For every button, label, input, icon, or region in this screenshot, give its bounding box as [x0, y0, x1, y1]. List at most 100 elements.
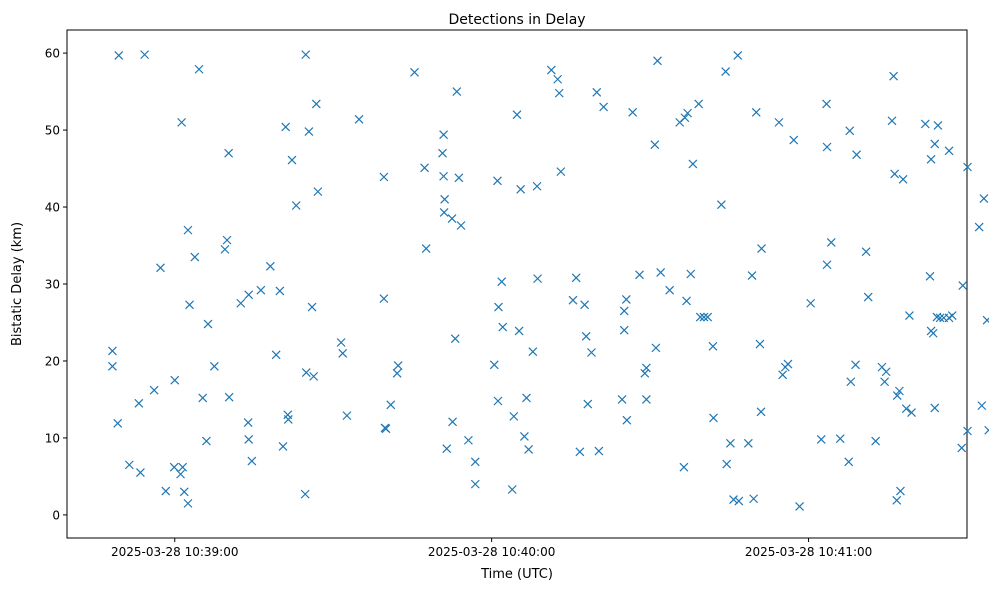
data-point: [863, 292, 873, 302]
data-point: [107, 361, 117, 371]
data-point: [107, 346, 117, 356]
data-point: [497, 277, 507, 287]
data-point: [709, 413, 718, 423]
data-point: [247, 456, 257, 466]
data-point: [905, 311, 914, 320]
data-point: [278, 441, 288, 451]
data-point: [454, 173, 464, 183]
data-point: [202, 436, 211, 446]
data-point: [789, 135, 799, 145]
data-point: [722, 459, 732, 469]
data-point: [686, 269, 696, 279]
data-point: [291, 201, 301, 210]
data-point: [338, 348, 348, 358]
data-point: [926, 154, 936, 164]
data-point: [958, 281, 968, 290]
data-point: [957, 443, 967, 453]
data-point: [835, 434, 845, 444]
data-point: [440, 194, 450, 204]
data-point: [244, 435, 254, 444]
data-point: [300, 489, 310, 499]
data-point: [307, 302, 317, 312]
data-point: [161, 486, 171, 496]
data-point: [725, 438, 735, 448]
data-point: [244, 290, 254, 300]
data-point: [619, 306, 629, 316]
data-point: [301, 368, 311, 377]
data-point: [185, 300, 194, 310]
x-tick-label: 2025-03-28 10:39:00: [111, 545, 238, 559]
data-point: [438, 148, 447, 158]
data-point: [894, 386, 904, 396]
data-point: [450, 334, 460, 344]
data-point: [861, 247, 871, 257]
data-point: [342, 411, 352, 421]
data-point: [183, 225, 193, 235]
data-point: [928, 328, 938, 338]
data-point: [890, 169, 900, 179]
data-point: [708, 341, 718, 351]
data-point: [498, 322, 508, 332]
data-point: [640, 368, 650, 378]
data-point: [887, 116, 897, 126]
data-point: [896, 486, 905, 496]
data-point: [822, 99, 831, 109]
data-point: [635, 270, 644, 280]
data-point: [275, 286, 285, 296]
data-point: [679, 462, 689, 472]
data-point: [494, 302, 503, 312]
data-point: [822, 260, 832, 270]
data-point: [734, 496, 744, 506]
data-point: [236, 298, 246, 308]
data-point: [522, 393, 531, 403]
data-point: [265, 261, 275, 271]
data-point: [509, 411, 519, 421]
data-point: [134, 398, 144, 408]
data-point: [974, 222, 984, 232]
data-point: [379, 294, 389, 304]
data-point: [177, 117, 187, 127]
data-point: [176, 469, 185, 479]
data-point: [930, 403, 940, 413]
data-point: [140, 50, 150, 60]
data-point: [907, 408, 916, 417]
data-point: [757, 244, 766, 254]
data-point: [621, 294, 631, 304]
data-point: [528, 347, 538, 357]
data-point: [806, 298, 816, 308]
data-point: [114, 50, 124, 60]
data-point: [892, 391, 902, 401]
data-point: [925, 271, 935, 281]
data-point: [514, 326, 524, 336]
data-point: [170, 375, 180, 385]
data-point: [470, 457, 480, 467]
data-point: [149, 385, 159, 395]
data-point: [944, 146, 954, 156]
data-point: [795, 502, 804, 511]
data-point: [979, 194, 989, 203]
data-point: [721, 67, 731, 76]
data-point: [556, 167, 566, 177]
data-point: [203, 319, 213, 329]
data-point: [963, 162, 972, 172]
data-point: [826, 238, 836, 247]
data-point: [568, 295, 578, 305]
data-point: [880, 377, 890, 387]
data-point: [311, 99, 321, 109]
data-point: [683, 108, 693, 118]
data-point: [287, 155, 297, 165]
data-point: [571, 273, 581, 283]
data-point: [774, 117, 784, 127]
data-point: [410, 67, 419, 77]
data-point: [309, 371, 319, 381]
data-point: [575, 447, 585, 457]
data-point: [963, 426, 972, 436]
data-point: [379, 172, 389, 182]
y-tick-label: 60: [45, 47, 60, 61]
x-axis: 2025-03-28 10:39:00 2025-03-28 10:40:00 20…: [111, 538, 872, 559]
data-point: [898, 174, 908, 184]
data-point: [733, 50, 743, 60]
data-point: [780, 362, 790, 372]
data-point: [439, 207, 449, 217]
data-point: [256, 285, 266, 295]
